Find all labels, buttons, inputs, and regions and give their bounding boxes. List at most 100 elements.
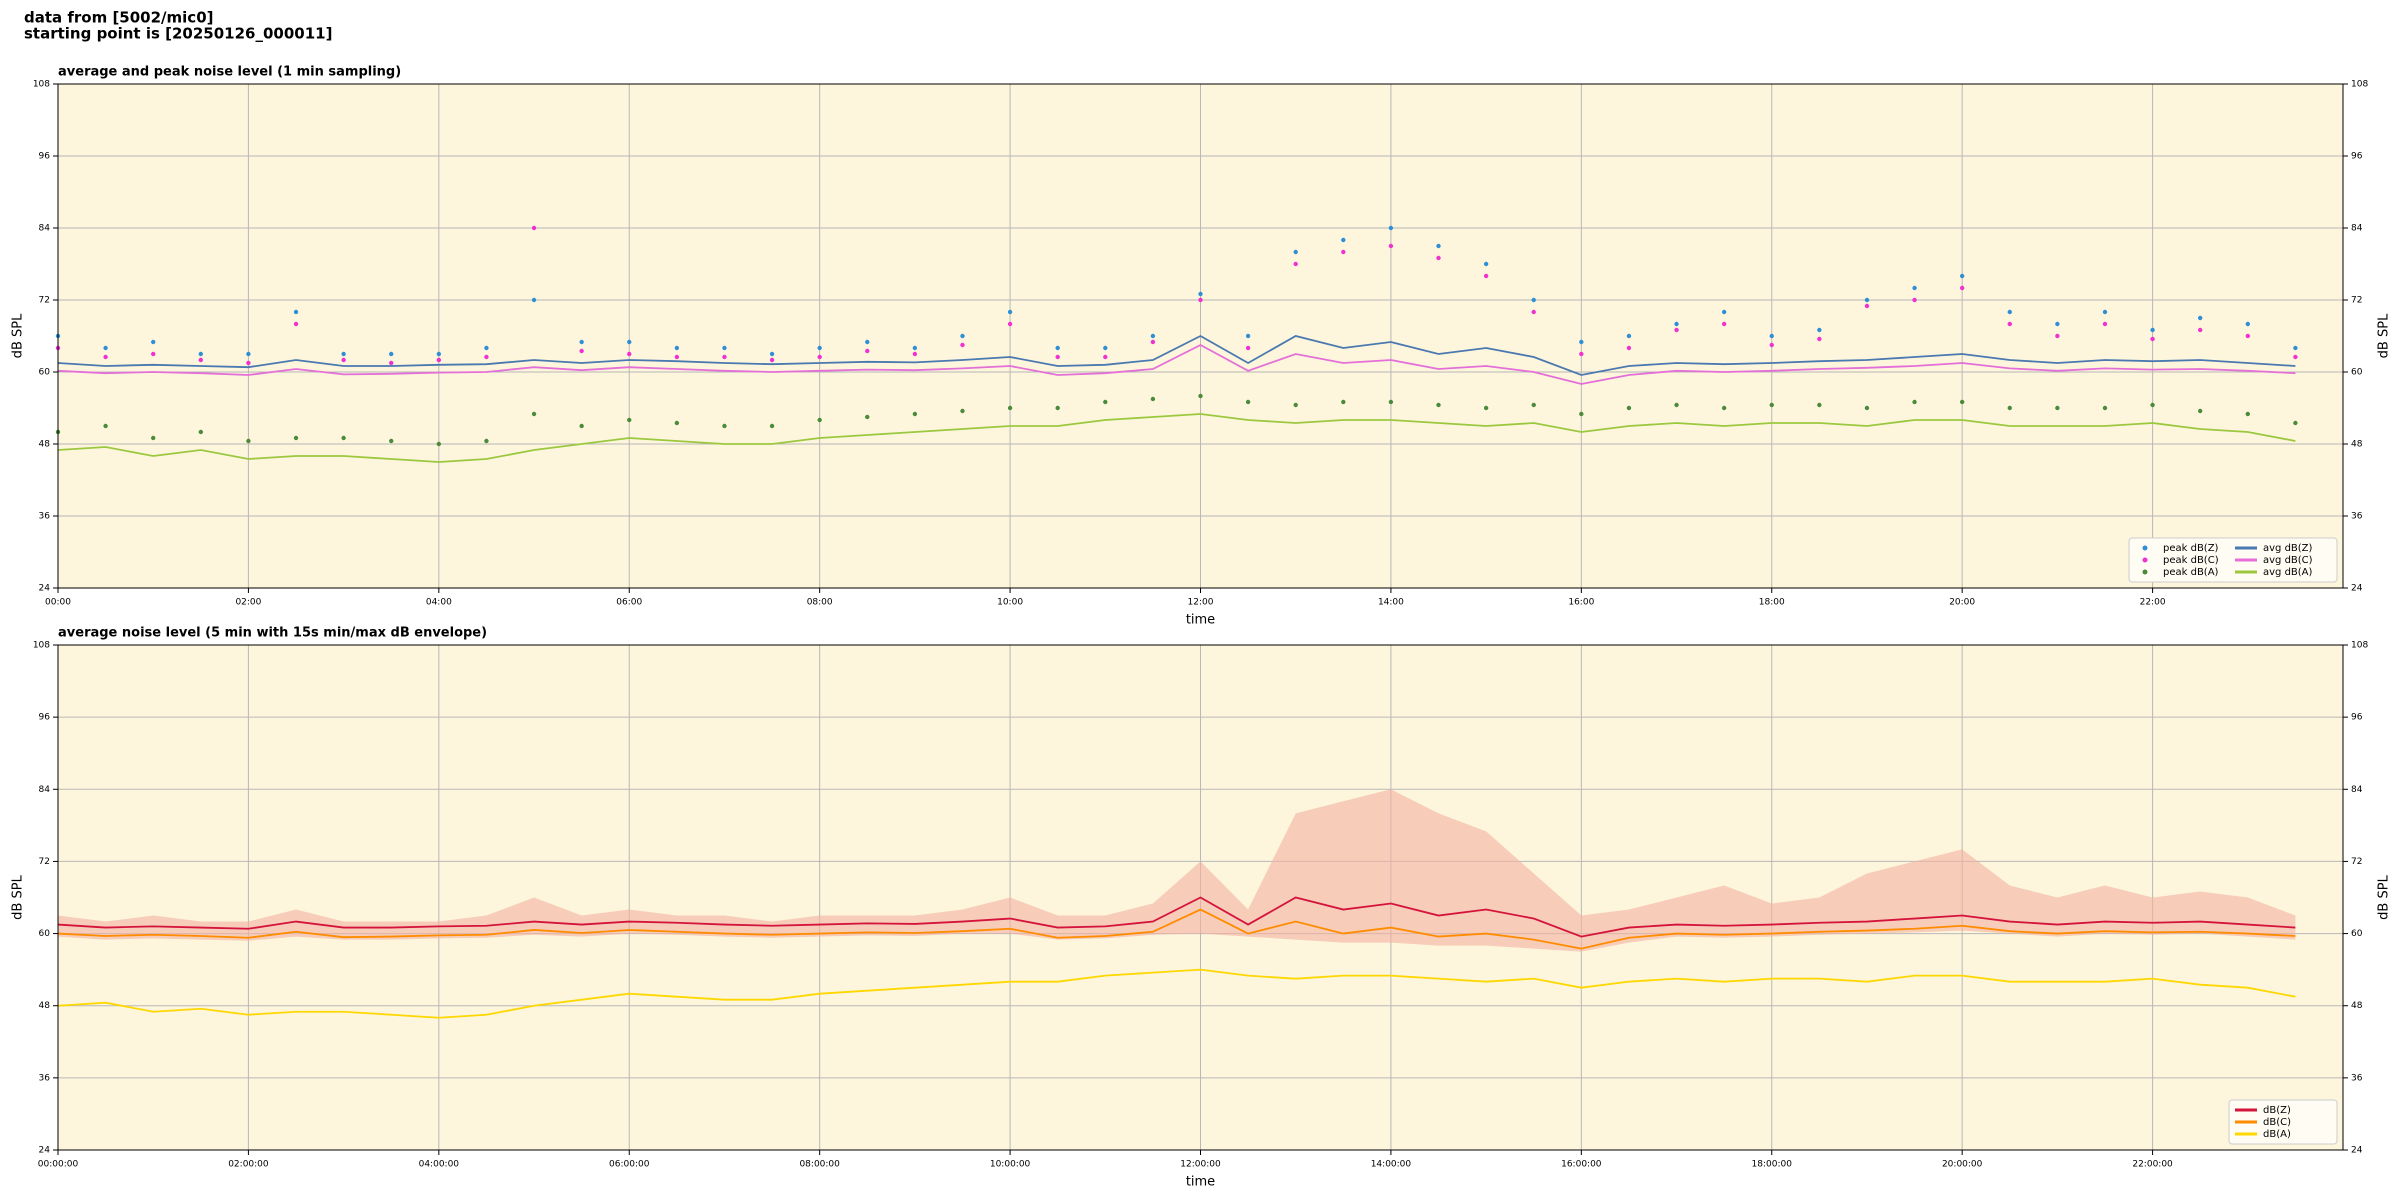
peak-dot bbox=[865, 348, 870, 354]
peak-dot bbox=[1721, 309, 1727, 315]
peak-dot bbox=[1483, 273, 1489, 279]
peak-dot bbox=[1864, 297, 1870, 303]
peak-dot bbox=[341, 357, 346, 363]
peak-dot bbox=[1198, 291, 1203, 297]
peak-dot bbox=[912, 345, 918, 351]
y2-tick-label: 48 bbox=[2351, 1001, 2363, 1011]
x-tick-label: 00:00:00 bbox=[38, 1160, 79, 1170]
peak-dot bbox=[1341, 249, 1346, 255]
series-line bbox=[57, 968, 2296, 1019]
peak-dot bbox=[2055, 321, 2060, 327]
peak-dot bbox=[1959, 273, 1965, 279]
y-tick-label: 60 bbox=[39, 368, 51, 378]
series-line bbox=[57, 343, 2296, 385]
x-tick-label: 04:00:00 bbox=[419, 1160, 460, 1170]
peak-dot bbox=[293, 321, 299, 327]
peak-dot bbox=[2245, 321, 2250, 327]
peak-dot bbox=[579, 423, 584, 429]
plot-frame bbox=[57, 644, 2344, 1151]
y2-tick-label: 24 bbox=[2351, 584, 2363, 594]
y-tick-label: 60 bbox=[39, 929, 51, 939]
peak-dot bbox=[1817, 402, 1822, 408]
y2-tick-label: 108 bbox=[2351, 80, 2368, 90]
peak-dot bbox=[865, 339, 870, 345]
peak-dot bbox=[1912, 297, 1917, 303]
y2-tick-label: 24 bbox=[2351, 1146, 2363, 1156]
peak-dot bbox=[1626, 405, 1632, 411]
peak-dot bbox=[1579, 339, 1584, 345]
legend-label: peak dB(A) bbox=[2163, 567, 2219, 578]
y2-tick-label: 72 bbox=[2351, 296, 2362, 306]
y-tick-label: 48 bbox=[39, 440, 51, 450]
peak-dot bbox=[2150, 336, 2155, 342]
peak-dot bbox=[198, 351, 204, 357]
peak-dot bbox=[198, 429, 204, 435]
peak-dot bbox=[1483, 405, 1489, 411]
x-tick-label: 14:00 bbox=[1378, 598, 1404, 608]
legend-label: peak dB(Z) bbox=[2163, 543, 2219, 554]
y2-axis-label: dB SPL bbox=[2377, 874, 2392, 919]
peak-dot bbox=[293, 435, 299, 441]
peak-dot bbox=[1007, 309, 1013, 315]
y-tick-label: 36 bbox=[39, 512, 51, 522]
chart-title: average and peak noise level (1 min samp… bbox=[58, 65, 401, 80]
peak-dot bbox=[2055, 405, 2060, 411]
y-tick-label: 108 bbox=[33, 641, 50, 651]
x-tick-label: 00:00 bbox=[45, 598, 71, 608]
y2-axis-label: dB SPL bbox=[2377, 313, 2392, 358]
peak-dot bbox=[817, 345, 822, 351]
peak-dot bbox=[1721, 321, 1727, 327]
peak-dot bbox=[1293, 402, 1298, 408]
y2-tick-label: 96 bbox=[2351, 152, 2363, 162]
peak-dot bbox=[1912, 285, 1917, 291]
peak-dot bbox=[912, 351, 918, 357]
y2-tick-label: 36 bbox=[2351, 512, 2363, 522]
peak-dot bbox=[1055, 345, 1060, 351]
peak-dot bbox=[1150, 396, 1156, 402]
legend-marker bbox=[2142, 557, 2148, 563]
peak-dot bbox=[579, 348, 584, 354]
peak-dot bbox=[627, 339, 632, 345]
peak-dot bbox=[151, 339, 156, 345]
peak-dot bbox=[1769, 402, 1774, 408]
x-tick-label: 14:00:00 bbox=[1371, 1160, 1412, 1170]
peak-dot bbox=[627, 351, 632, 357]
peak-dot bbox=[436, 351, 442, 357]
y2-tick-label: 108 bbox=[2351, 641, 2368, 651]
peak-dot bbox=[1483, 261, 1489, 267]
peak-dot bbox=[1293, 261, 1298, 267]
peak-dot bbox=[865, 414, 870, 420]
peak-dot bbox=[1150, 339, 1156, 345]
peak-dot bbox=[246, 438, 251, 444]
peak-dot bbox=[1103, 345, 1108, 351]
peak-dot bbox=[1388, 225, 1394, 231]
peak-dot bbox=[912, 411, 918, 417]
peak-dot bbox=[1864, 303, 1870, 309]
chart-title: average noise level (5 min with 15s min/… bbox=[58, 626, 487, 641]
peak-dot bbox=[2245, 333, 2250, 339]
peak-dot bbox=[1817, 327, 1822, 333]
peak-dot bbox=[2007, 321, 2012, 327]
y-axis-label: dB SPL bbox=[11, 874, 26, 919]
legend-label: avg dB(C) bbox=[2263, 555, 2313, 566]
peak-dot bbox=[1150, 333, 1156, 339]
peak-dot bbox=[2102, 309, 2108, 315]
peak-dot bbox=[1245, 399, 1251, 405]
peak-dot bbox=[1341, 399, 1346, 405]
x-tick-label: 08:00 bbox=[807, 598, 833, 608]
peak-dot bbox=[389, 360, 394, 366]
header-source: data from [5002/mic0] bbox=[24, 9, 214, 27]
peak-dot bbox=[674, 354, 680, 360]
peak-dot bbox=[389, 351, 394, 357]
peak-dot bbox=[769, 351, 775, 357]
peak-dot bbox=[2293, 354, 2298, 360]
y2-tick-label: 60 bbox=[2351, 929, 2363, 939]
peak-dot bbox=[293, 309, 299, 315]
header-start: starting point is [20250126_000011] bbox=[24, 25, 332, 43]
x-tick-label: 10:00 bbox=[997, 598, 1023, 608]
peak-dot bbox=[1674, 327, 1679, 333]
y-tick-label: 84 bbox=[39, 785, 51, 795]
y2-tick-label: 60 bbox=[2351, 368, 2363, 378]
peak-dot bbox=[1721, 405, 1727, 411]
x-axis-label: time bbox=[1186, 613, 1215, 628]
